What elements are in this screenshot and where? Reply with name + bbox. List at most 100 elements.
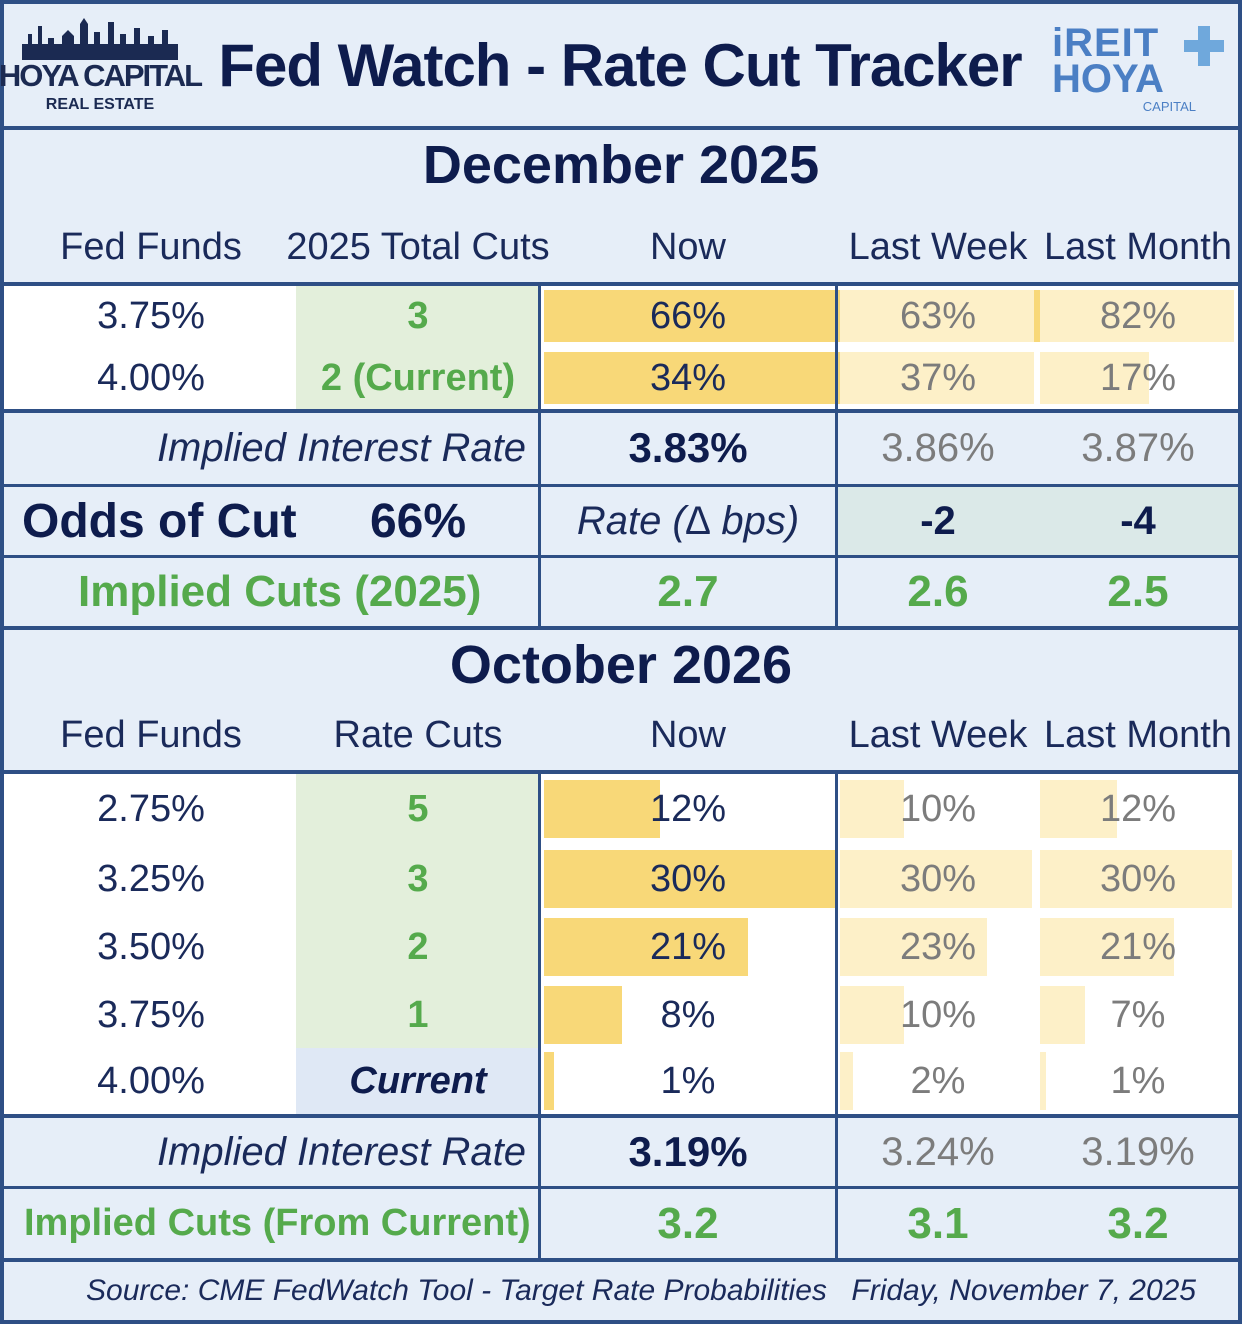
oct-cuts: 5 <box>407 787 429 830</box>
oct-now: 8% <box>660 993 716 1036</box>
oct-now: 1% <box>660 1059 716 1102</box>
oct-last-month: 21% <box>1099 925 1177 968</box>
dec-implied-rate-now: 3.83% <box>628 424 748 471</box>
oct-now: 21% <box>649 925 727 968</box>
oct-bar-last-month <box>1040 850 1232 908</box>
oct-bar-now <box>544 850 835 908</box>
oct-implied-rate-last-week: 3.24% <box>881 1129 995 1174</box>
oct-last-week: 23% <box>899 925 977 968</box>
oct-implied-cuts-label: Implied Cuts (From Current) <box>24 1202 531 1244</box>
oct-col-cuts: Rate Cuts <box>333 713 503 756</box>
oct-bar-now <box>544 986 622 1044</box>
dec-now: 66% <box>649 294 727 337</box>
dec-bar-now <box>544 352 874 404</box>
oct-rate: 2.75% <box>97 787 205 830</box>
oct-last-week: 10% <box>899 787 977 830</box>
delta-bps-last-week: -2 <box>920 498 956 543</box>
hoya-capital-logo: HOYA CAPITAL REAL ESTATE <box>0 14 203 116</box>
dec-section-title: December 2025 <box>422 135 820 195</box>
dec-implied-rate-last-week: 3.86% <box>881 425 995 470</box>
dec-col-last-month: Last Month <box>1044 225 1232 268</box>
dec-implied-cuts-label: Implied Cuts (2025) <box>78 567 482 616</box>
delta-bps-label: Rate (∆ bps) <box>576 498 800 543</box>
dec-implied-rate-last-month: 3.87% <box>1081 425 1195 470</box>
oct-header-panel <box>4 630 1238 770</box>
oct-bar-last-week <box>840 850 1032 908</box>
oct-now: 12% <box>649 787 727 830</box>
oct-bar-last-week <box>840 1052 853 1110</box>
oct-col-now: Now <box>649 713 727 756</box>
oct-implied-rate-now: 3.19% <box>628 1128 748 1175</box>
dec-cuts: 2 (Current) <box>320 356 516 399</box>
logo-line-2: REAL ESTATE <box>45 96 155 113</box>
logo-capital: CAPITAL <box>1142 98 1196 114</box>
footer-panel <box>4 1262 1238 1320</box>
oct-bar-now <box>544 780 661 838</box>
oct-bar-last-week <box>840 780 904 838</box>
dec-cuts: 3 <box>407 294 429 337</box>
oct-cuts: 1 <box>407 993 429 1036</box>
header-panel <box>4 4 1238 126</box>
oct-last-week: 2% <box>910 1059 966 1102</box>
oct-bar-last-month <box>1040 986 1085 1044</box>
oct-rate: 3.50% <box>97 925 205 968</box>
dec-bar-last-month <box>1040 352 1149 404</box>
delta-panel <box>837 486 1238 556</box>
oct-implied-cuts-last-week: 3.1 <box>907 1198 969 1248</box>
dec-last-month: 17% <box>1099 356 1177 399</box>
oct-cuts: Current <box>349 1059 487 1102</box>
oct-bar-last-month <box>1040 780 1117 838</box>
oct-cuts: 2 <box>407 925 429 968</box>
dec-header-panel <box>4 130 1238 282</box>
oct-section-title: October 2026 <box>449 635 793 695</box>
dec-col-cuts: 2025 Total Cuts <box>286 225 550 268</box>
oct-last-month: 30% <box>1099 857 1177 900</box>
logo-ireit: iREIT <box>1052 20 1160 65</box>
oct-col-fed-funds: Fed Funds <box>60 713 242 756</box>
oct-last-month: 7% <box>1110 993 1166 1036</box>
dec-col-last-week: Last Week <box>848 225 1028 268</box>
logo-hoya: HOYA <box>1052 56 1164 101</box>
dec-last-week: 37% <box>899 356 977 399</box>
dec-rate: 4.00% <box>97 356 205 399</box>
oct-cuts: 3 <box>407 857 429 900</box>
oct-bar-last-month <box>1040 918 1175 976</box>
dec-col-fed-funds: Fed Funds <box>60 225 242 268</box>
oct-col-last-week: Last Week <box>848 713 1028 756</box>
dec-implied-cuts-now: 2.7 <box>657 567 719 616</box>
dec-rate: 3.75% <box>97 294 205 337</box>
oct-rate: 3.75% <box>97 993 205 1036</box>
oct-last-week: 30% <box>899 857 977 900</box>
footer-source: Source: CME FedWatch Tool - Target Rate … <box>86 1274 827 1307</box>
dec-col-now: Now <box>649 225 727 268</box>
oct-last-month: 1% <box>1110 1059 1166 1102</box>
oct-bar-last-week <box>840 918 988 976</box>
oct-bar-now <box>544 1052 554 1110</box>
oct-cuts-bg <box>296 774 538 1048</box>
dec-implied-cuts-last-month: 2.5 <box>1107 567 1169 616</box>
oct-now: 30% <box>649 857 727 900</box>
oct-implied-cuts-now: 3.2 <box>657 1198 719 1248</box>
dec-bar-last-week <box>840 290 1034 342</box>
dec-implied-cuts-last-week: 2.6 <box>907 567 969 616</box>
oct-implied-rate-label: Implied Interest Rate <box>156 1129 526 1174</box>
page-title: Fed Watch - Rate Cut Tracker <box>218 31 1022 99</box>
oct-last-week: 10% <box>899 993 977 1036</box>
oct-col-last-month: Last Month <box>1044 713 1232 756</box>
oct-current-bg <box>296 1048 538 1114</box>
dec-cuts-bg <box>296 286 538 410</box>
dec-now: 34% <box>649 356 727 399</box>
dec-bar-last-month <box>1040 290 1234 342</box>
skyline-icon <box>22 18 178 60</box>
ireit-hoya-logo: iREIT HOYA CAPITAL <box>1048 20 1228 116</box>
oct-implied-rate-last-month: 3.19% <box>1081 1129 1195 1174</box>
odds-of-cut-value: 66% <box>369 494 467 548</box>
dec-bar-last-week <box>840 352 1034 404</box>
oct-rate: 4.00% <box>97 1059 205 1102</box>
dec-last-week: 63% <box>899 294 977 337</box>
dec-implied-rate-label: Implied Interest Rate <box>156 425 526 470</box>
plus-icon <box>1184 26 1224 66</box>
oct-bar-last-week <box>840 986 904 1044</box>
logo-line-1: HOYA CAPITAL <box>0 58 203 93</box>
